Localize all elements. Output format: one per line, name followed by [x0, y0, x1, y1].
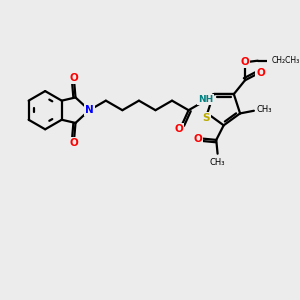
Text: NH: NH — [198, 95, 213, 104]
Text: O: O — [194, 134, 202, 144]
Text: O: O — [256, 68, 265, 78]
Text: CH₃: CH₃ — [210, 158, 225, 167]
Text: CH₃: CH₃ — [256, 105, 272, 114]
Text: O: O — [70, 73, 79, 83]
Text: O: O — [70, 138, 79, 148]
Text: O: O — [174, 124, 183, 134]
Text: S: S — [202, 113, 210, 123]
Text: O: O — [240, 57, 249, 67]
Text: N: N — [85, 105, 94, 115]
Text: CH₂CH₃: CH₂CH₃ — [272, 56, 300, 65]
